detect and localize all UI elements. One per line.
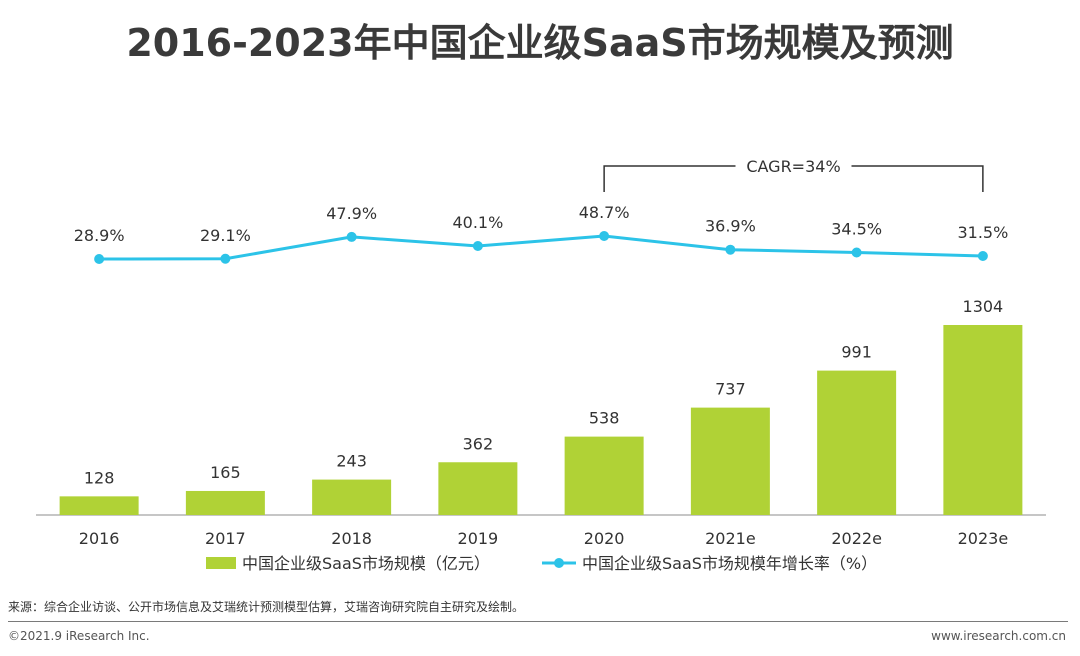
legend-line-label: 中国企业级SaaS市场规模年增长率（%） — [582, 554, 877, 573]
cagr-label: CAGR=34% — [746, 157, 840, 176]
growth-point-2016 — [94, 254, 105, 264]
x-tick-label: 2017 — [205, 529, 246, 548]
x-tick-label: 2021e — [705, 529, 756, 548]
growth-value-label: 31.5% — [957, 223, 1008, 242]
bar-2022e — [817, 370, 897, 515]
bar-value-label: 1304 — [963, 297, 1004, 316]
growth-rate-line — [99, 234, 983, 261]
bar-value-label: 128 — [84, 468, 115, 487]
bar-2020 — [564, 436, 644, 515]
bars-layer — [59, 325, 1023, 515]
cagr-bracket-right — [851, 165, 984, 192]
legend-line-marker — [554, 558, 564, 568]
x-tick-label: 2022e — [831, 529, 882, 548]
bar-value-label: 991 — [841, 343, 872, 362]
growth-value-label: 29.1% — [200, 226, 251, 245]
copyright: ©2021.9 iResearch Inc. — [8, 629, 150, 643]
line-layer: 28.9% 29.1% 47.9% 40.1% 48.7% 36.9% 34.5% 31.5% — [74, 203, 1008, 264]
growth-point-2021e — [725, 244, 736, 255]
x-tick-label: 2018 — [331, 529, 372, 548]
x-ticks-layer: 2016 2017 2018 2019 2020 2021e 2022e 2023e — [79, 529, 1008, 548]
legend: 中国企业级SaaS市场规模（亿元） 中国企业级SaaS市场规模年增长率（%） — [206, 554, 877, 573]
source-note: 来源：综合企业访谈、公开市场信息及艾瑞统计预测模型估算，艾瑞咨询研究院自主研究及… — [8, 600, 525, 614]
growth-value-label: 34.5% — [831, 219, 882, 238]
bar-value-label: 737 — [715, 380, 746, 399]
x-tick-label: 2020 — [584, 529, 625, 548]
growth-value-label: 36.9% — [705, 217, 756, 236]
legend-bar-swatch — [206, 557, 236, 569]
x-tick-label: 2023e — [958, 529, 1009, 548]
bar-2016 — [59, 496, 139, 515]
x-tick-label: 2016 — [79, 529, 120, 548]
cagr-bracket-left — [603, 165, 736, 192]
footer-divider — [8, 621, 1068, 622]
growth-point-2017 — [220, 253, 231, 264]
growth-value-label: 48.7% — [579, 203, 630, 222]
growth-value-label: 47.9% — [326, 204, 377, 223]
bar-value-label: 538 — [589, 409, 620, 428]
bar-2021e — [690, 407, 770, 515]
growth-value-label: 28.9% — [74, 226, 125, 245]
growth-value-label: 40.1% — [452, 213, 503, 232]
bar-value-label: 243 — [336, 452, 367, 471]
x-tick-label: 2019 — [458, 529, 499, 548]
growth-point-2023e — [977, 250, 988, 261]
bar-value-label: 362 — [463, 434, 494, 453]
bar-labels-layer: 128 165 243 362 538 737 991 1304 — [84, 297, 1003, 487]
legend-bar-label: 中国企业级SaaS市场规模（亿元） — [242, 554, 490, 573]
website-link: www.iresearch.com.cn — [931, 629, 1066, 643]
bar-value-label: 165 — [210, 463, 241, 482]
bar-2017 — [185, 490, 265, 515]
growth-point-2018 — [346, 231, 357, 242]
growth-point-2019 — [472, 240, 483, 251]
bar-2019 — [438, 462, 518, 515]
annotation-layer: CAGR=34% — [603, 157, 984, 192]
chart-title: 2016-2023年中国企业级SaaS市场规模及预测 — [126, 21, 954, 65]
bar-2023e — [943, 325, 1023, 515]
bar-2018 — [312, 479, 392, 515]
growth-point-2020 — [599, 231, 610, 241]
growth-point-2022e — [851, 247, 862, 258]
